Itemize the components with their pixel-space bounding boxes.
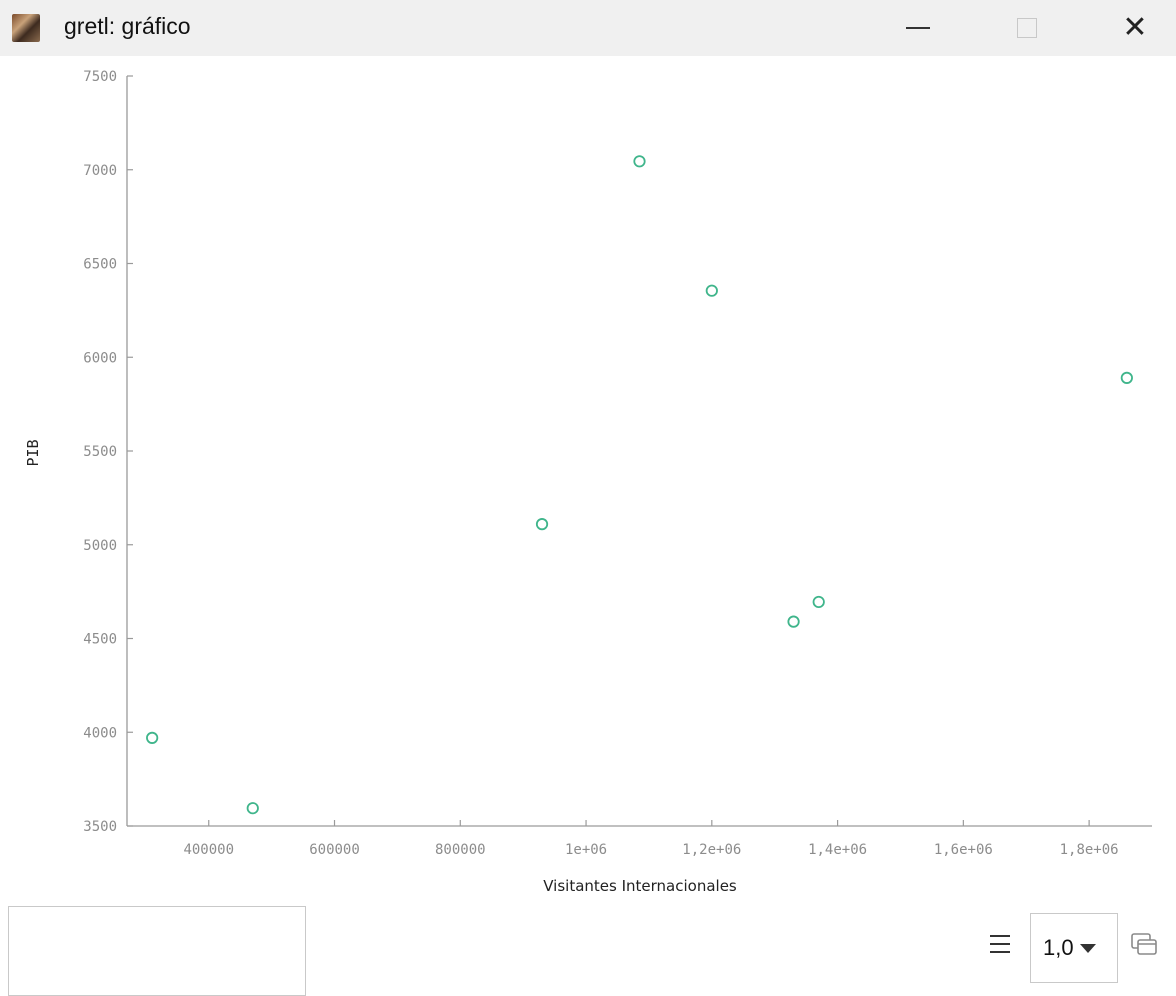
x-tick-label: 800000: [435, 842, 486, 858]
status-field: [8, 906, 306, 996]
y-tick-label: 4000: [83, 725, 117, 741]
close-icon: ✕: [1122, 10, 1148, 45]
y-axis-title: PIB: [24, 439, 42, 466]
maximize-button[interactable]: [977, 0, 1077, 56]
x-axis-title: Visitantes Internacionales: [543, 877, 737, 895]
zoom-value: 1,0: [1043, 935, 1074, 960]
minimize-button[interactable]: [868, 0, 968, 56]
gretl-app-icon: [12, 14, 40, 42]
x-tick-label: 1e+06: [565, 842, 607, 858]
x-tick-label: 1,2e+06: [682, 842, 741, 858]
minimize-icon: [906, 27, 930, 29]
scatter-chart: 3500 4000 4500 5000 5500 6000 6500 7000 7500 4000…: [24, 69, 1152, 895]
x-tick-label: 1,8e+06: [1060, 842, 1119, 858]
data-point: [787, 615, 800, 628]
plot-area: 3500 4000 4500 5000 5500 6000 6500 7000 7500 4000…: [0, 56, 1176, 906]
y-tick-label: 3500: [83, 819, 117, 835]
y-tick-label: 6000: [83, 350, 117, 366]
x-tick-label: 1,6e+06: [934, 842, 993, 858]
maximize-icon: [1017, 18, 1037, 38]
data-point: [246, 802, 259, 815]
title-bar: gretl: gráfico ✕: [0, 0, 1176, 56]
y-tick-label: 7000: [83, 163, 117, 179]
x-tick-label: 1,4e+06: [808, 842, 867, 858]
y-tick-label: 4500: [83, 632, 117, 648]
data-point: [535, 518, 549, 531]
windows-stack-icon[interactable]: [1130, 932, 1160, 958]
window-title: gretl: gráfico: [64, 13, 191, 39]
caret-down-icon: [1079, 943, 1096, 953]
y-tick-label: 5500: [83, 444, 117, 460]
data-point: [146, 731, 159, 744]
hamburger-menu-icon[interactable]: [988, 932, 1012, 956]
data-point: [633, 155, 646, 168]
y-tick-label: 6500: [83, 257, 117, 273]
data-point: [705, 284, 718, 297]
data-point: [812, 595, 825, 609]
zoom-select[interactable]: 1,0: [1030, 913, 1118, 983]
bottom-toolbar: 1,0: [0, 906, 1176, 996]
x-tick-label: 600000: [309, 842, 360, 858]
y-tick-label: 5000: [83, 538, 117, 554]
x-tick-label: 400000: [183, 842, 234, 858]
close-button[interactable]: ✕: [1085, 0, 1176, 56]
data-point: [1120, 371, 1133, 384]
y-tick-label: 7500: [83, 69, 117, 85]
